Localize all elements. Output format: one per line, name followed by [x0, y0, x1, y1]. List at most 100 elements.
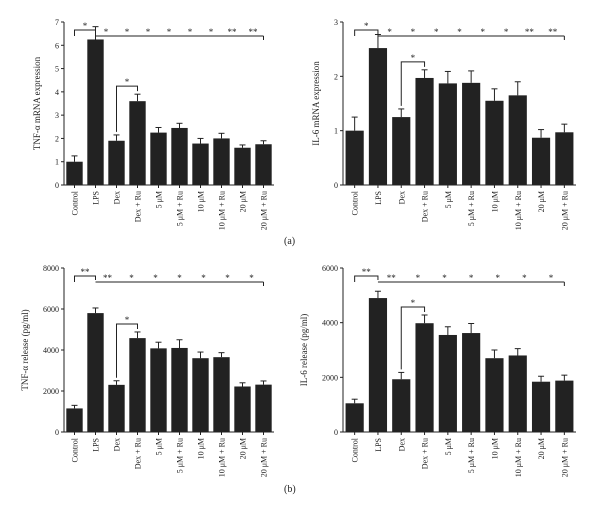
tnf-mrna-xtick-label: 20 μM + Ru — [260, 191, 269, 230]
tnf-mrna-bar — [129, 101, 146, 185]
il6-release-bar — [392, 379, 411, 432]
il6-mrna-xtick-label: 5 μM — [444, 191, 453, 208]
tnf-release-xtick-label: Dex + Ru — [134, 438, 143, 469]
tnf-release-bar — [150, 348, 167, 432]
il6-mrna-sig-label: * — [411, 53, 416, 63]
il6-release-ytick-label: 6000 — [322, 264, 338, 273]
tnf-mrna-bar — [234, 147, 251, 185]
il6-release-sig-label: ** — [387, 273, 397, 283]
panel-label-b: (b) — [284, 484, 296, 495]
tnf-release-ytick-label: 6000 — [43, 305, 59, 314]
tnf-mrna-ytick-label: 6 — [55, 41, 59, 50]
il6-mrna-xtick-label: 20 μM — [537, 191, 546, 212]
tnf-release-sig-bracket — [74, 275, 96, 282]
il6-mrna-sig-label: ** — [548, 27, 558, 37]
tnf-mrna-ylabel: TNF-α mRNA expression — [32, 56, 42, 150]
il6-release-xtick-label: Dex + Ru — [421, 438, 430, 469]
il6-mrna-xtick-label: LPS — [374, 191, 383, 205]
tnf-release-bar — [171, 347, 188, 432]
il6-release-bar — [531, 381, 551, 432]
il6-release-bar — [438, 334, 457, 432]
il6-release-plot: 0 2000 4000 6000 IL-6 release (pg/ml) Control… — [299, 264, 576, 477]
tnf-release-ylabel: TNF-α release (pg/ml) — [20, 309, 30, 390]
il6-release-ytick-label: 2000 — [322, 373, 338, 382]
tnf-mrna-sig-label: ** — [228, 27, 238, 37]
il6-release-xtick-label: 10 μM + Ru — [514, 438, 523, 477]
il6-release-sig-bracket — [400, 306, 426, 370]
il6-mrna-sig-bracket — [400, 61, 426, 106]
tnf-mrna-ytick-label: 2 — [55, 134, 59, 143]
il6-mrna-bar — [462, 82, 481, 185]
tnf-mrna-sig-label: * — [167, 27, 172, 37]
il6-mrna-ylabel: IL-6 mRNA expression — [311, 61, 321, 146]
il6-mrna-sig-bracket — [354, 29, 379, 36]
il6-release-sig-label: * — [416, 273, 421, 283]
tnf-mrna-xtick-label: 20 μM — [239, 191, 248, 212]
il6-release-xtick-label: 20 μM — [537, 438, 546, 459]
il6-mrna-sig-label: * — [434, 27, 439, 37]
il6-release-sig-label: * — [522, 273, 527, 283]
tnf-release-xtick-label: Control — [71, 437, 80, 462]
tnf-mrna-xtick-label: Dex — [113, 191, 122, 204]
il6-mrna-bar — [415, 77, 434, 185]
il6-release-bar — [508, 355, 527, 432]
il6-mrna-bar — [392, 117, 411, 185]
il6-release-bar — [462, 333, 481, 432]
tnf-mrna-ytick-label: 1 — [55, 158, 59, 167]
il6-mrna-xtick-label: 5 μM + Ru — [467, 191, 476, 226]
il6-release-xtick-label: Dex — [397, 438, 406, 451]
tnf-release-xtick-label: 20 μM — [239, 438, 248, 459]
tnf-mrna-plot: 0 1 2 3 4 5 6 7 TNF-α mRNA expression Control LPS D… — [32, 18, 274, 230]
tnf-mrna-ytick-label: 3 — [55, 111, 59, 120]
tnf-release-ytick-label: 0 — [55, 428, 59, 437]
il6-mrna-ytick-label: 2 — [334, 72, 338, 81]
il6-mrna-xtick-label: 10 μM + Ru — [514, 191, 523, 230]
tnf-mrna-bar — [213, 138, 230, 185]
il6-mrna-xtick-label: 10 μM — [490, 191, 499, 212]
tnf-release-xtick-label: 10 μM — [197, 438, 206, 459]
tnf-release-sig-label: * — [177, 273, 182, 283]
il6-release-sig-bracket — [354, 275, 379, 282]
il6-mrna-bar — [555, 132, 574, 185]
tnf-mrna-xtick-label: 10 μM — [197, 191, 206, 212]
tnf-release-bar — [213, 357, 230, 432]
tnf-release-bar — [87, 313, 104, 432]
il6-release-sig-label: * — [469, 273, 474, 283]
tnf-mrna-bar — [87, 39, 104, 185]
tnf-release-plot: 0 2000 4000 6000 8000 TNF-α release (pg/ml) Co… — [20, 264, 274, 477]
tnf-mrna-xtick-label: Dex + Ru — [134, 191, 143, 222]
il6-release-xtick-label: Control — [351, 437, 360, 462]
il6-mrna-bar — [438, 83, 457, 185]
tnf-mrna-bar — [171, 127, 188, 185]
tnf-mrna-bar — [192, 143, 209, 185]
il6-mrna-bar — [485, 100, 504, 185]
il6-mrna-xtick-label: Dex + Ru — [421, 191, 430, 222]
tnf-mrna-sig-label: * — [104, 27, 109, 37]
tnf-release-bar — [255, 384, 272, 432]
panel-label-a: (a) — [284, 236, 296, 247]
tnf-mrna-xtick-label: LPS — [92, 191, 101, 205]
tnf-release-sig-label: * — [129, 273, 134, 283]
tnf-mrna-sig-bracket — [74, 29, 96, 36]
tnf-release-bar — [192, 358, 209, 432]
tnf-release-sig-label: * — [201, 273, 206, 283]
tnf-release-bar — [234, 386, 251, 432]
tnf-release-sig-bracket — [116, 323, 138, 378]
il6-release-ytick-label: 4000 — [322, 319, 338, 328]
il6-mrna-sig-label: * — [364, 21, 369, 31]
il6-release-sig-label: * — [496, 273, 501, 283]
tnf-release-sig-label: * — [225, 273, 230, 283]
tnf-mrna-xtick-label: Control — [71, 190, 80, 215]
tnf-release-ytick-label: 4000 — [43, 346, 59, 355]
il6-mrna-xtick-label: Dex — [397, 191, 406, 204]
il6-mrna-xtick-label: Control — [351, 190, 360, 215]
tnf-release-bar — [108, 384, 125, 432]
tnf-mrna-sig-label: * — [146, 27, 151, 37]
il6-mrna-bar — [368, 48, 388, 185]
il6-release-xtick-label: 10 μM — [490, 438, 499, 459]
il6-mrna-sig-label: * — [387, 27, 392, 37]
il6-mrna-ytick-label: 1 — [334, 127, 338, 136]
tnf-release-bar — [129, 338, 146, 432]
